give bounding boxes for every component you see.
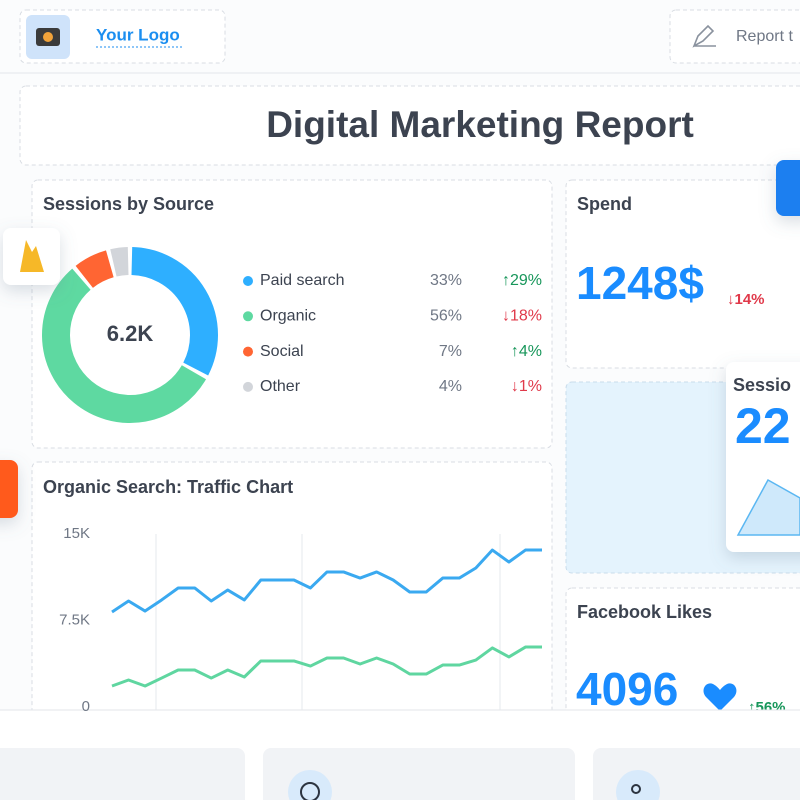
- spend-card: [565, 179, 800, 369]
- legend-share: 56%: [430, 308, 462, 325]
- legend-share: 7%: [439, 343, 462, 360]
- legend-change: ↑4%: [511, 343, 542, 360]
- facebook-value: 4096: [576, 663, 678, 715]
- donut: [42, 247, 218, 423]
- donut-segment: [42, 268, 207, 423]
- heart-icon: [703, 683, 737, 711]
- legend-dot: [243, 346, 253, 357]
- clock-icon-bg: [288, 770, 332, 800]
- series-line: [111, 645, 542, 688]
- series-line: [111, 548, 542, 614]
- facebook-title: Facebook Likes: [577, 602, 712, 622]
- logo-box: [19, 9, 226, 64]
- sessions-title: Sessions by Source: [43, 194, 214, 214]
- traffic-card: [31, 461, 553, 733]
- sessions-card: [31, 179, 553, 449]
- firebase-icon: [20, 240, 44, 272]
- donut-segment: [110, 247, 129, 277]
- bottom-card: [0, 748, 245, 800]
- clock-icon: [300, 782, 320, 800]
- legend-name: Other: [260, 378, 301, 395]
- floating-chart: [736, 478, 800, 536]
- spend-value: 1248$: [576, 257, 704, 309]
- y-tick-label: 7.5K: [59, 611, 90, 628]
- legend-name: Organic: [260, 308, 316, 325]
- plot: [111, 548, 542, 688]
- legend-share: 33%: [430, 272, 462, 289]
- legend-dot: [243, 276, 253, 286]
- blue-icon: [776, 160, 800, 216]
- spend-title: Spend: [577, 194, 632, 214]
- donut-center-label: 6.2K: [107, 321, 154, 346]
- legend-change: ↓1%: [511, 378, 542, 395]
- logo-text: Your Logo: [96, 25, 180, 44]
- spend-change: ↓14%: [727, 291, 765, 308]
- y-tick-label: 0: [82, 698, 90, 715]
- legend-change: ↓18%: [502, 308, 542, 325]
- y-tick-label: 15K: [63, 525, 90, 542]
- report-title: Digital Marketing Report: [266, 104, 694, 145]
- legend-name: Social: [260, 343, 304, 360]
- title-box: [19, 85, 800, 166]
- logo-icon-lens: [43, 32, 53, 42]
- orange-icon: [0, 460, 18, 518]
- legend-change: ↑29%: [502, 272, 542, 289]
- floating-value: 22: [735, 398, 791, 454]
- donut-segment: [130, 247, 218, 376]
- traffic-title: Organic Search: Traffic Chart: [43, 477, 293, 497]
- report-button[interactable]: [669, 9, 800, 64]
- legend: Paid search 33% ↑29% Organic 56% ↓18% Social 7%…: [243, 272, 542, 395]
- report-button-text[interactable]: Report t: [736, 28, 793, 45]
- legend-share: 4%: [439, 378, 462, 395]
- bottom-card: [263, 748, 575, 800]
- floating-title: Sessio: [733, 375, 791, 395]
- edit-icon: [692, 24, 716, 48]
- legend-dot: [243, 381, 253, 392]
- legend-name: Paid search: [260, 272, 345, 289]
- donut-segment: [75, 250, 115, 289]
- users-icon: [631, 784, 641, 794]
- legend-dot: [243, 311, 253, 322]
